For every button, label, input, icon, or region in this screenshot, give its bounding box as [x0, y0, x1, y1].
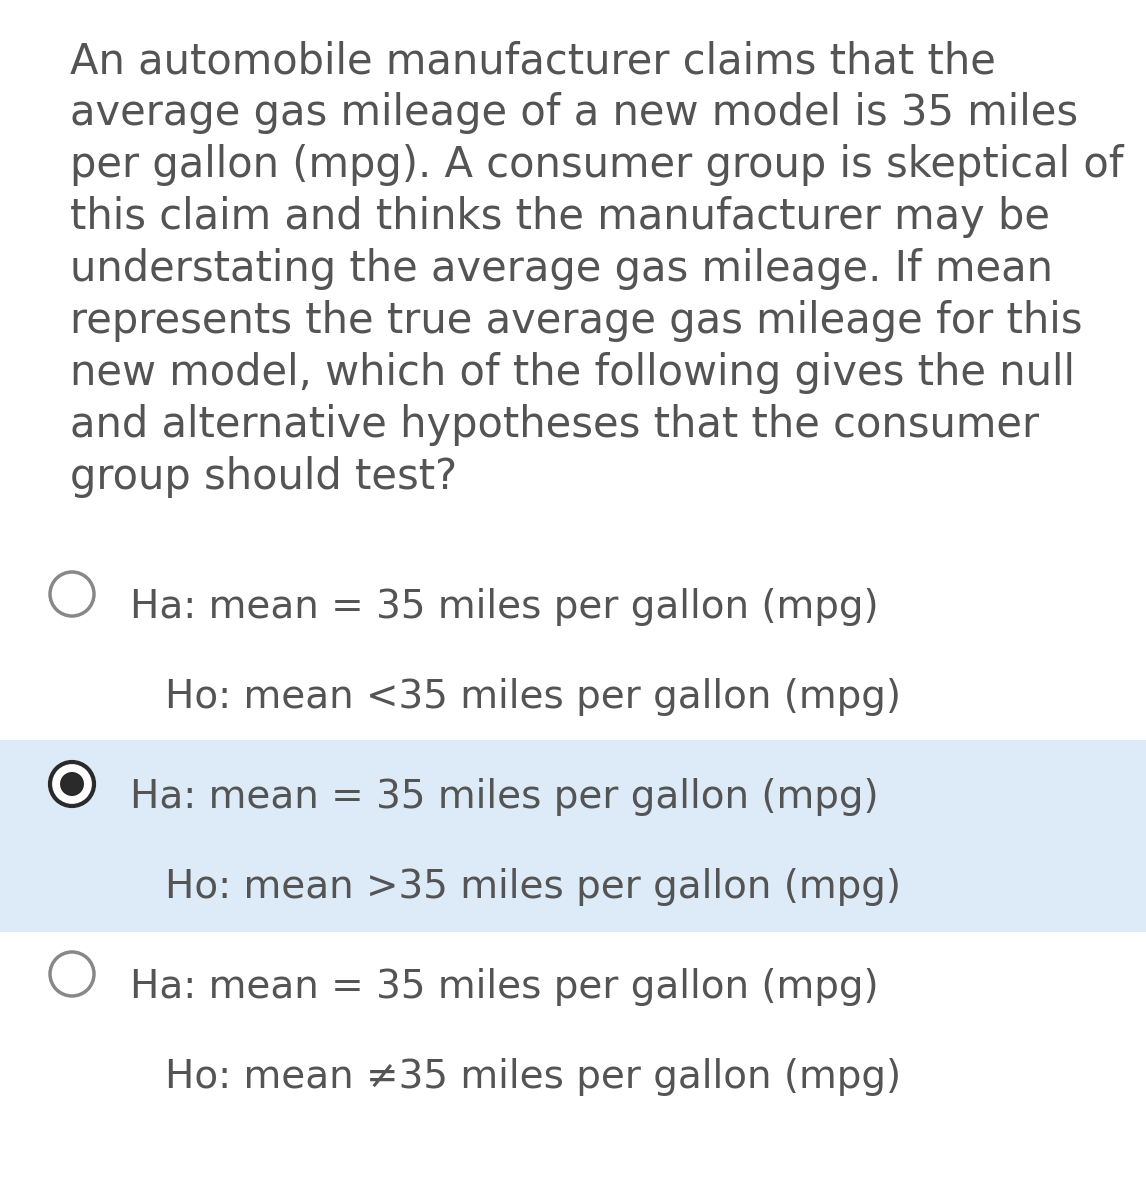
- Circle shape: [50, 952, 94, 996]
- Circle shape: [60, 772, 84, 796]
- Text: average gas mileage of a new model is 35 miles: average gas mileage of a new model is 35…: [70, 92, 1078, 134]
- Circle shape: [50, 572, 94, 616]
- Text: represents the true average gas mileage for this: represents the true average gas mileage …: [70, 300, 1083, 342]
- Text: Ho: mean ≠35 miles per gallon (mpg): Ho: mean ≠35 miles per gallon (mpg): [165, 1058, 901, 1096]
- Text: Ho: mean >35 miles per gallon (mpg): Ho: mean >35 miles per gallon (mpg): [165, 868, 901, 906]
- Text: and alternative hypotheses that the consumer: and alternative hypotheses that the cons…: [70, 404, 1039, 446]
- Text: Ho: mean <35 miles per gallon (mpg): Ho: mean <35 miles per gallon (mpg): [165, 678, 901, 716]
- Text: An automobile manufacturer claims that the: An automobile manufacturer claims that t…: [70, 40, 996, 82]
- Circle shape: [50, 762, 94, 806]
- Text: this claim and thinks the manufacturer may be: this claim and thinks the manufacturer m…: [70, 196, 1050, 238]
- Text: new model, which of the following gives the null: new model, which of the following gives …: [70, 352, 1075, 394]
- Text: group should test?: group should test?: [70, 456, 457, 498]
- Text: understating the average gas mileage. If mean: understating the average gas mileage. If…: [70, 248, 1053, 290]
- Text: Ha: mean = 35 miles per gallon (mpg): Ha: mean = 35 miles per gallon (mpg): [129, 778, 879, 816]
- Text: Ha: mean = 35 miles per gallon (mpg): Ha: mean = 35 miles per gallon (mpg): [129, 588, 879, 626]
- Text: per gallon (mpg). A consumer group is skeptical of: per gallon (mpg). A consumer group is sk…: [70, 144, 1123, 186]
- Text: Ha: mean = 35 miles per gallon (mpg): Ha: mean = 35 miles per gallon (mpg): [129, 968, 879, 1006]
- FancyBboxPatch shape: [0, 740, 1146, 932]
